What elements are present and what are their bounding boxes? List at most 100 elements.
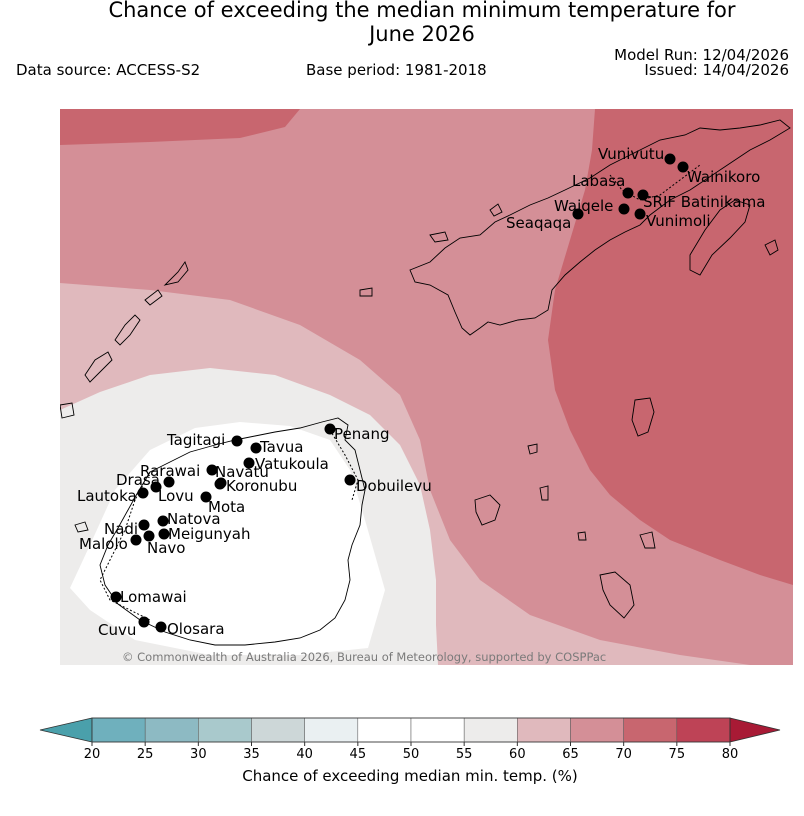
colorbar-tick-label: 20 <box>84 747 101 762</box>
islet-ne-2 <box>489 203 503 217</box>
colorbar-tick-label: 60 <box>509 747 526 762</box>
colorbar-segment <box>570 717 624 743</box>
viti-levu-coast <box>99 417 366 646</box>
islet-w-4 <box>144 289 163 306</box>
colorbar-segment <box>198 717 252 743</box>
colorbar-tick-label: 25 <box>137 747 154 762</box>
station-dot <box>158 528 170 540</box>
colorbar-label: Chance of exceeding median min. temp. (%… <box>242 767 577 785</box>
station-dot <box>677 161 689 173</box>
islet-w-3 <box>114 314 141 346</box>
station-label: Tavua <box>259 438 303 456</box>
islet-lau-1 <box>639 531 656 549</box>
islet-koro <box>631 397 655 437</box>
title-line-2: June 2026 <box>369 22 475 46</box>
title-line-1: Chance of exceeding the median minimum t… <box>108 0 736 22</box>
station-label: Lomawai <box>120 588 187 606</box>
colorbar-low-arrow <box>39 717 93 743</box>
station-label: Koronubu <box>226 477 297 495</box>
station-dot <box>572 208 584 220</box>
station-dot <box>344 474 356 486</box>
base-period-label: Base period: 1981-2018 <box>306 61 487 79</box>
station-label: Navatu <box>215 463 269 481</box>
islet-w-6 <box>74 521 89 533</box>
islet-ne-1 <box>764 239 779 256</box>
colorbar-tick-label: 45 <box>350 747 367 762</box>
station-dot <box>664 153 676 165</box>
vanua-levu-coast <box>409 119 791 336</box>
station-label: Nadi <box>104 520 138 538</box>
district-line-1 <box>99 471 151 621</box>
station-label: Olosara <box>167 620 225 638</box>
station-label: Wainikoro <box>687 168 760 186</box>
station-dot <box>200 491 212 503</box>
islet-w-5 <box>163 261 189 286</box>
colorbar-segment <box>251 717 305 743</box>
station-label: Lautoka <box>77 487 137 505</box>
station-dot <box>110 591 122 603</box>
station-label: Cuvu <box>98 621 136 639</box>
station-dot <box>157 515 169 527</box>
islet-kadavu-e <box>599 571 635 619</box>
colorbar-tick-label: 30 <box>190 747 207 762</box>
station-label: Waiqele <box>554 197 613 215</box>
station-dot <box>618 203 630 215</box>
map-panel: Vunivutu Wainikoro Labasa SRIF Batinikama Wa… <box>60 109 793 665</box>
district-boundaries <box>99 164 701 621</box>
station-label: SRIF Batinikama <box>643 193 765 211</box>
station-dot <box>231 435 243 447</box>
station-label: Malolo <box>79 535 128 553</box>
colorbar-segment <box>357 717 412 743</box>
station-label: Vatukoula <box>255 455 329 473</box>
islet-w-2 <box>84 351 113 383</box>
colorbar-segment <box>517 717 571 743</box>
colorbar-tick-label: 55 <box>456 747 473 762</box>
band-70-75-northwest <box>60 109 300 145</box>
islet-ne-3 <box>429 231 449 243</box>
station-label: Navo <box>147 539 185 557</box>
colorbar-segment <box>91 717 146 743</box>
station-dot <box>130 534 142 546</box>
station-dot <box>143 530 155 542</box>
station-dot <box>622 187 634 199</box>
colorbar-tick-label: 65 <box>562 747 579 762</box>
station-label: Mota <box>208 498 245 516</box>
station-dot <box>634 208 646 220</box>
station-label: Vunivutu <box>598 145 664 163</box>
colorbar-segment <box>676 717 731 743</box>
station-label: Seaqaqa <box>506 214 571 232</box>
colorbar-tick-label: 50 <box>403 747 420 762</box>
station-label: Dobuilevu <box>356 477 432 495</box>
colorbar-segments <box>91 717 731 743</box>
band-70-75-east <box>548 109 793 585</box>
model-run-label: Model Run: 12/04/2026 <box>614 46 789 64</box>
station-dot <box>138 616 150 628</box>
colorbar-segment <box>144 717 199 743</box>
islet-lau-3 <box>527 443 538 455</box>
station-dot <box>243 457 255 469</box>
colorbar-segment <box>463 717 518 743</box>
colorbar: 20 25 30 35 40 45 50 55 60 65 70 75 80 Chance of exc… <box>39 717 781 785</box>
colorbar-ticks: 20 25 30 35 40 45 50 55 60 65 70 75 80 <box>84 742 738 762</box>
islet-lau-2 <box>539 485 549 501</box>
station-dot <box>138 519 150 531</box>
station-markers: Vunivutu Wainikoro Labasa SRIF Batinikama Wa… <box>77 145 765 639</box>
map-title: Chance of exceeding the median minimum t… <box>0 0 804 46</box>
colorbar-tick-label: 70 <box>615 747 632 762</box>
colorbar-high-arrow <box>729 717 781 743</box>
station-label: Rarawai <box>140 462 200 480</box>
district-line-3 <box>609 164 701 201</box>
station-label: Labasa <box>572 172 625 190</box>
station-dot <box>250 442 262 454</box>
colorbar-segment <box>304 717 359 743</box>
station-label: Drasa <box>116 471 160 489</box>
colorbar-tick-label: 40 <box>296 747 313 762</box>
station-label: Lovu <box>158 487 194 505</box>
station-dot <box>150 481 162 493</box>
band-50-55 <box>70 422 385 655</box>
station-dot <box>137 487 149 499</box>
islet-c-1 <box>359 287 373 297</box>
copyright-notice: © Commonwealth of Australia 2026, Bureau… <box>122 650 606 664</box>
station-label: Tagitagi <box>166 431 225 449</box>
